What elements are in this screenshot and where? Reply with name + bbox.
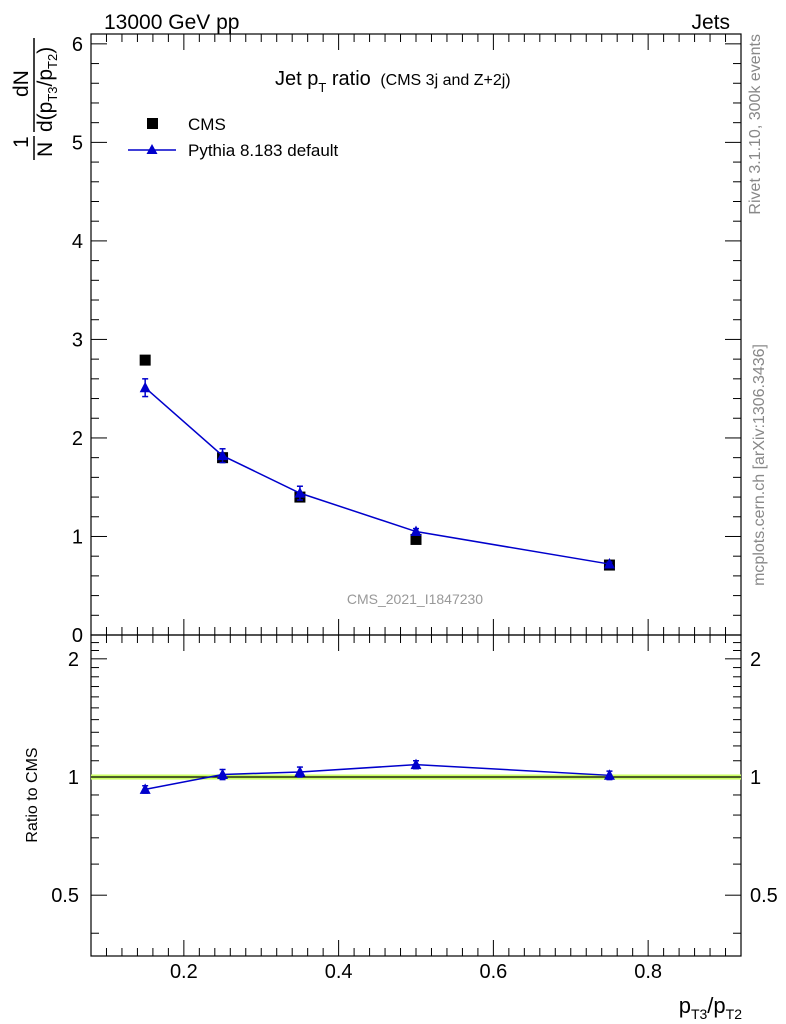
- cms-data-point: [410, 533, 422, 545]
- y-label-one: 1: [10, 136, 33, 148]
- ratio-y-tick-label: 2: [68, 649, 79, 671]
- y-label-sub1: T3: [45, 86, 60, 101]
- main-y-tick-label: 3: [72, 329, 83, 351]
- ratio-pythia-point: [139, 783, 151, 794]
- analysis-watermark: CMS_2021_I1847230: [347, 591, 483, 607]
- plot-title: Jet pT ratio (CMS 3j and Z+2j): [275, 68, 511, 95]
- y-label-sub2: T2: [45, 54, 60, 69]
- rivet-label: Rivet 3.1.10, 300k events: [747, 34, 764, 215]
- pythia-point: [294, 487, 306, 498]
- title-main: Jet p: [275, 68, 318, 90]
- ratio-y-tick-label-right: 0.5: [750, 885, 778, 907]
- axes: 0.2 0.4 0.6 0.8 0 1 2 3 4 5 6 0.5 0.5 1 1 2 2: [51, 34, 778, 983]
- pythia-point: [139, 381, 151, 393]
- x-tick-label: 0.2: [170, 961, 198, 983]
- legend-data-marker: [147, 118, 158, 129]
- y-label-denominator: d(pT3/pT2): [34, 47, 60, 132]
- title-small: (CMS 3j and Z+2j): [380, 72, 510, 89]
- main-y-axis-label: 1 N dN d(pT3/pT2): [10, 38, 60, 160]
- title-tail: ratio: [326, 68, 370, 90]
- y-label-n: N: [34, 142, 57, 157]
- main-marks: [139, 354, 615, 571]
- pythia-point: [603, 558, 615, 569]
- y-label-slash: /p: [34, 69, 57, 87]
- main-y-tick-label: 2: [72, 428, 83, 450]
- ratio-y-tick-label-right: 1: [750, 767, 761, 789]
- y-label-close: ): [34, 47, 57, 54]
- x-label-p: p: [679, 993, 691, 1018]
- cms-data-point: [139, 354, 151, 366]
- legend-mc-marker: [146, 144, 158, 154]
- ratio-marks: [139, 758, 615, 794]
- pythia-line: [144, 387, 610, 565]
- mcplots-label: mcplots.cern.ch [arXiv:1306.3436]: [751, 344, 768, 586]
- ratio-y-axis-label: Ratio to CMS: [24, 747, 41, 842]
- ratio-pythia-point: [217, 768, 229, 779]
- process-label: Jets: [691, 11, 730, 34]
- legend-data-label: CMS: [188, 115, 226, 134]
- ratio-pythia-point: [410, 758, 422, 770]
- x-label-slash: /p: [707, 993, 725, 1018]
- y-label-d: d(p: [34, 102, 57, 132]
- x-tick-label: 0.8: [634, 961, 662, 983]
- y-label-dn: dN: [10, 70, 33, 97]
- legend-mc-label: Pythia 8.183 default: [188, 141, 339, 160]
- x-label-sub1: T3: [691, 1006, 708, 1022]
- main-y-tick-label: 6: [72, 34, 83, 56]
- energy-label: 13000 GeV pp: [104, 11, 239, 34]
- main-y-tick-label: 1: [72, 526, 83, 548]
- main-y-tick-label: 0: [72, 625, 83, 647]
- title-sub: T: [318, 80, 326, 95]
- x-tick-label: 0.6: [479, 961, 507, 983]
- main-y-tick-label: 4: [72, 231, 83, 253]
- ratio-plot-frame: [90, 634, 742, 957]
- main-y-tick-label: 5: [72, 132, 83, 154]
- ratio-pythia-point: [294, 765, 306, 777]
- x-label-sub2: T2: [726, 1006, 743, 1022]
- pythia-point: [217, 449, 229, 461]
- x-tick-label: 0.4: [325, 961, 353, 983]
- pythia-point: [410, 525, 422, 537]
- x-axis-label: pT3/pT2: [679, 993, 743, 1022]
- ratio-y-tick-label: 0.5: [51, 885, 79, 907]
- ratio-pythia-point: [603, 769, 615, 780]
- ratio-y-tick-label: 1: [68, 767, 79, 789]
- ratio-y-tick-label-right: 2: [750, 649, 761, 671]
- ratio-band: [91, 774, 741, 780]
